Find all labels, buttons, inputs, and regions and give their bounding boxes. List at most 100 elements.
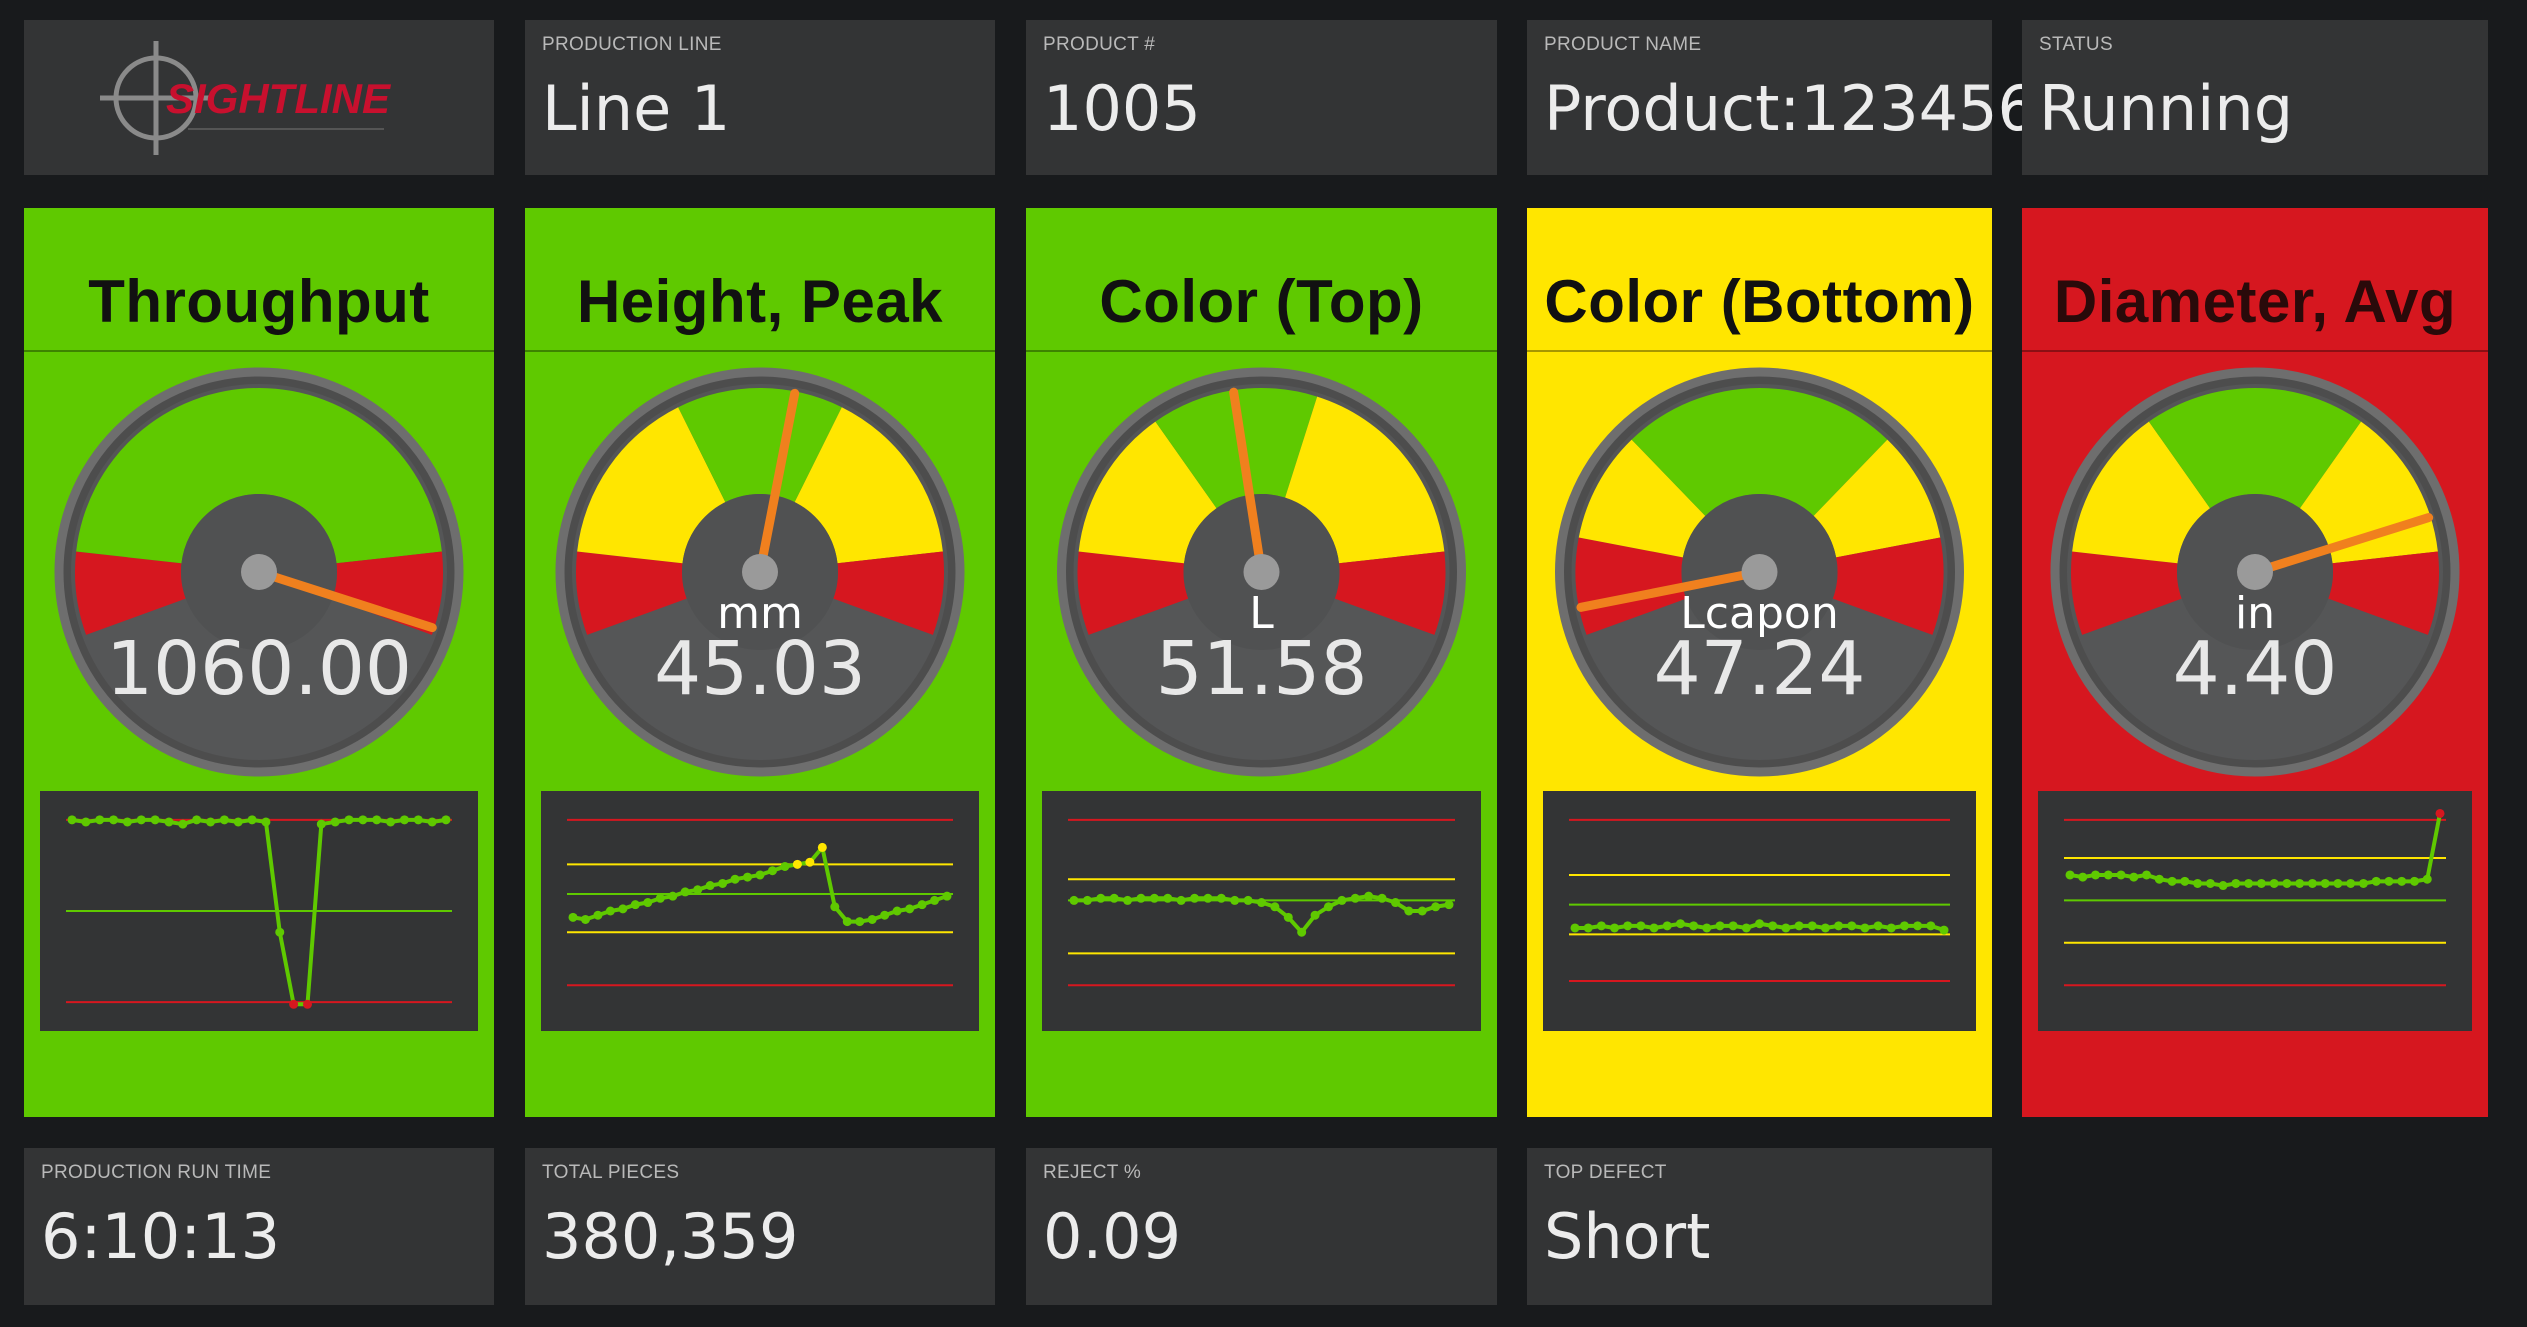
- trend-point: [178, 819, 188, 829]
- trend-chart: [1543, 791, 1976, 1031]
- panel-title: Color (Top): [1099, 268, 1424, 335]
- gauge-zone-yellow: [577, 407, 726, 564]
- trend-point: [413, 815, 423, 825]
- gauge-zone-red: [74, 551, 186, 635]
- crosshair-icon: [100, 40, 212, 155]
- panel-divider: [525, 350, 995, 352]
- trend-point: [372, 815, 382, 825]
- trend-point: [1404, 906, 1414, 916]
- trend-line: [71, 817, 447, 1007]
- status-value: Running: [2039, 72, 2294, 145]
- trend-point: [1283, 912, 1293, 922]
- top-defect-value: Short: [1544, 1200, 1711, 1273]
- trend-chart: [541, 791, 979, 1031]
- trend-point: [1377, 893, 1387, 903]
- trend-point: [1899, 921, 1909, 931]
- reject-percent-label: REJECT %: [1043, 1162, 1142, 1183]
- panel-title: Diameter, Avg: [2053, 268, 2457, 335]
- trend-point: [2103, 870, 2113, 880]
- trend-point: [2065, 870, 2075, 880]
- metric-panel-3: Color (Top) L 51.58: [1026, 208, 1497, 1117]
- trend-point: [805, 857, 815, 867]
- gauge-zone-red: [1077, 551, 1189, 635]
- trend-point: [1820, 923, 1830, 933]
- trend-chart: [1042, 791, 1481, 1031]
- trend-point: [2282, 878, 2292, 888]
- gauge-unit: L: [1249, 588, 1274, 639]
- trend-point: [1297, 927, 1307, 937]
- trend-point: [2154, 874, 2164, 884]
- trend-point: [1939, 925, 1949, 935]
- gauge-zone-yellow: [1578, 439, 1706, 558]
- trend-point: [2256, 878, 2266, 888]
- gauge-zone-red: [833, 551, 944, 635]
- trend-point: [150, 815, 160, 825]
- trend-point: [1149, 893, 1159, 903]
- gauge-zone-yellow: [2072, 421, 2211, 564]
- trend-point: [2269, 878, 2279, 888]
- trend-line: [572, 842, 948, 924]
- trend-point: [1768, 921, 1778, 931]
- gauge-needle: [755, 388, 800, 577]
- metric-panel-4: Color (Bottom) Lcapon 47.24: [1527, 208, 1992, 1117]
- panel-divider: [1527, 350, 1992, 352]
- trend-point: [1364, 891, 1374, 901]
- gauge-zone-green: [1155, 388, 1318, 509]
- gauge-pivot: [2237, 554, 2273, 590]
- trend-point: [2091, 870, 2101, 880]
- total-pieces-value: 380,359: [542, 1200, 799, 1273]
- trend-point: [1570, 923, 1580, 933]
- trend-point: [2333, 878, 2343, 888]
- product-name-value: Product:123456: [1544, 72, 2037, 145]
- gauge-zone-yellow: [1285, 396, 1445, 564]
- production-line-tile: PRODUCTION LINE Line 1: [525, 20, 995, 175]
- trend-point: [917, 900, 927, 910]
- trend-point: [1702, 923, 1712, 933]
- trend-point: [705, 881, 715, 891]
- trend-point: [2358, 878, 2368, 888]
- trend-point: [605, 906, 615, 916]
- trend-point: [1082, 895, 1092, 905]
- production-line-label: PRODUCTION LINE: [542, 34, 722, 55]
- trend-point: [1675, 919, 1685, 929]
- trend-point: [233, 817, 243, 827]
- trend-point: [655, 893, 665, 903]
- trend-point: [1583, 923, 1593, 933]
- trend-point: [427, 817, 437, 827]
- trend-point: [1190, 893, 1200, 903]
- trend-point: [1636, 921, 1646, 931]
- trend-point: [1834, 921, 1844, 931]
- status-tile: STATUS Running: [2022, 20, 2488, 175]
- trend-point: [2422, 874, 2432, 884]
- trend-point: [136, 815, 146, 825]
- trend-point: [1163, 893, 1173, 903]
- gauge: L51.58: [1057, 367, 1466, 777]
- trend-point: [192, 815, 202, 825]
- trend-point: [330, 817, 340, 827]
- trend-point: [2218, 881, 2228, 891]
- trend-point: [942, 891, 952, 901]
- trend-point: [1123, 895, 1133, 905]
- trend-point: [1230, 895, 1240, 905]
- trend-point: [1689, 921, 1699, 931]
- trend-point: [2384, 876, 2394, 886]
- trend-point: [2307, 878, 2317, 888]
- trend-point: [206, 817, 216, 827]
- trend-point: [316, 819, 326, 829]
- trend-chart: [40, 791, 478, 1031]
- trend-point: [386, 817, 396, 827]
- trend-point: [855, 917, 865, 927]
- trend-point: [680, 887, 690, 897]
- trend-point: [2244, 878, 2254, 888]
- trend-point: [261, 817, 271, 827]
- trend-point: [830, 902, 840, 912]
- trend-point: [1913, 921, 1923, 931]
- trend-point: [122, 817, 132, 827]
- trend-point: [842, 917, 852, 927]
- trend-point: [755, 870, 765, 880]
- trend-point: [1243, 895, 1253, 905]
- trend-point: [67, 815, 77, 825]
- trend-point: [1069, 895, 1079, 905]
- trend-point: [2167, 876, 2177, 886]
